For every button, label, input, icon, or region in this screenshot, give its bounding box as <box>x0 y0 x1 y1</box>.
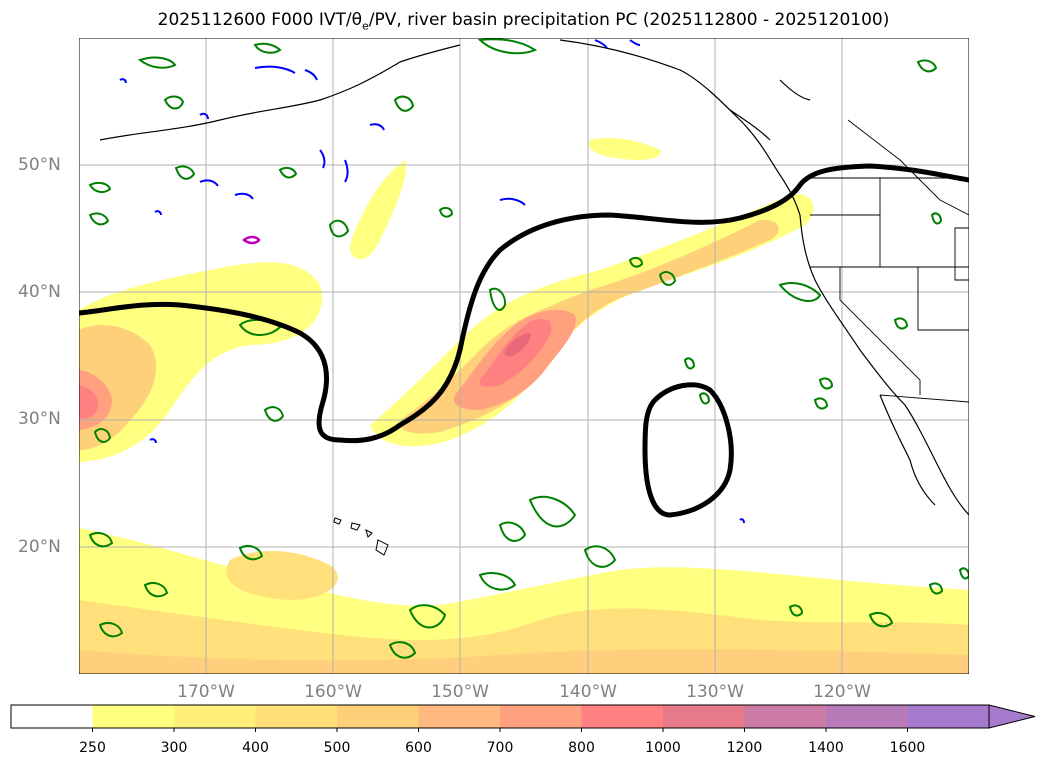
lon-label-150w: 150°W <box>431 682 489 702</box>
colorbar-segment <box>500 705 582 728</box>
colorbar-label: 1200 <box>726 740 763 756</box>
colorbar-segment <box>418 705 501 728</box>
ivt-blob-west-peak <box>79 385 99 419</box>
colorbar-segment <box>174 705 256 728</box>
colorbar-segment <box>92 705 175 728</box>
colorbar-segment <box>11 705 93 728</box>
ivt-south-blob <box>226 550 338 600</box>
ivt-patch-north1 <box>588 138 661 160</box>
lon-label-130w: 130°W <box>686 682 744 702</box>
lon-label-140w: 140°W <box>559 682 617 702</box>
colorbar-segment <box>581 705 664 728</box>
colorbar-label: 1600 <box>889 740 926 756</box>
colorbar-segment <box>826 705 908 728</box>
lon-label-160w: 160°W <box>304 682 362 702</box>
lon-label-120w: 120°W <box>813 682 871 702</box>
jet-contour-loop <box>642 382 734 518</box>
ivt-river-core <box>504 333 531 357</box>
colorbar-segment <box>744 705 827 728</box>
colorbar-label: 700 <box>486 740 514 756</box>
political-borders <box>810 119 969 403</box>
colorbar-label: 400 <box>242 740 269 756</box>
ivt-patch-north2 <box>350 160 406 260</box>
map-title: 2025112600 F000 IVT/θe/PV, river basin p… <box>157 10 890 33</box>
colorbar-label: 500 <box>323 740 351 756</box>
coastlines <box>99 39 969 516</box>
colorbar-segment <box>663 705 745 728</box>
colorbar-extend-arrow <box>988 704 1036 729</box>
lat-label-20n: 20°N <box>18 537 61 557</box>
graticule <box>79 38 969 674</box>
theta-e-contour-magenta <box>241 235 261 245</box>
colorbar <box>10 704 1036 732</box>
jet-contour-main <box>79 163 969 444</box>
colorbar-segment <box>907 705 990 728</box>
ivt-blob-west <box>79 262 322 462</box>
theta-e-contours <box>119 39 745 524</box>
lat-label-30n: 30°N <box>18 409 61 429</box>
colorbar-label: 1000 <box>645 740 681 756</box>
lon-label-170w: 170°W <box>177 682 235 702</box>
pv-contours <box>88 38 969 659</box>
colorbar-label: 600 <box>405 740 432 756</box>
colorbar-segment <box>337 705 419 728</box>
lat-label-40n: 40°N <box>18 282 61 302</box>
colorbar-label: 250 <box>79 740 106 756</box>
colorbar-segment <box>255 705 338 728</box>
colorbar-label: 1400 <box>808 740 844 756</box>
colorbar-label: 300 <box>160 740 188 756</box>
lat-label-50n: 50°N <box>18 155 61 175</box>
map-plot-area <box>79 38 969 674</box>
colorbar-label: 800 <box>568 740 595 756</box>
ivt-band-south-hi <box>79 649 969 674</box>
hawaii-islands <box>333 517 389 556</box>
